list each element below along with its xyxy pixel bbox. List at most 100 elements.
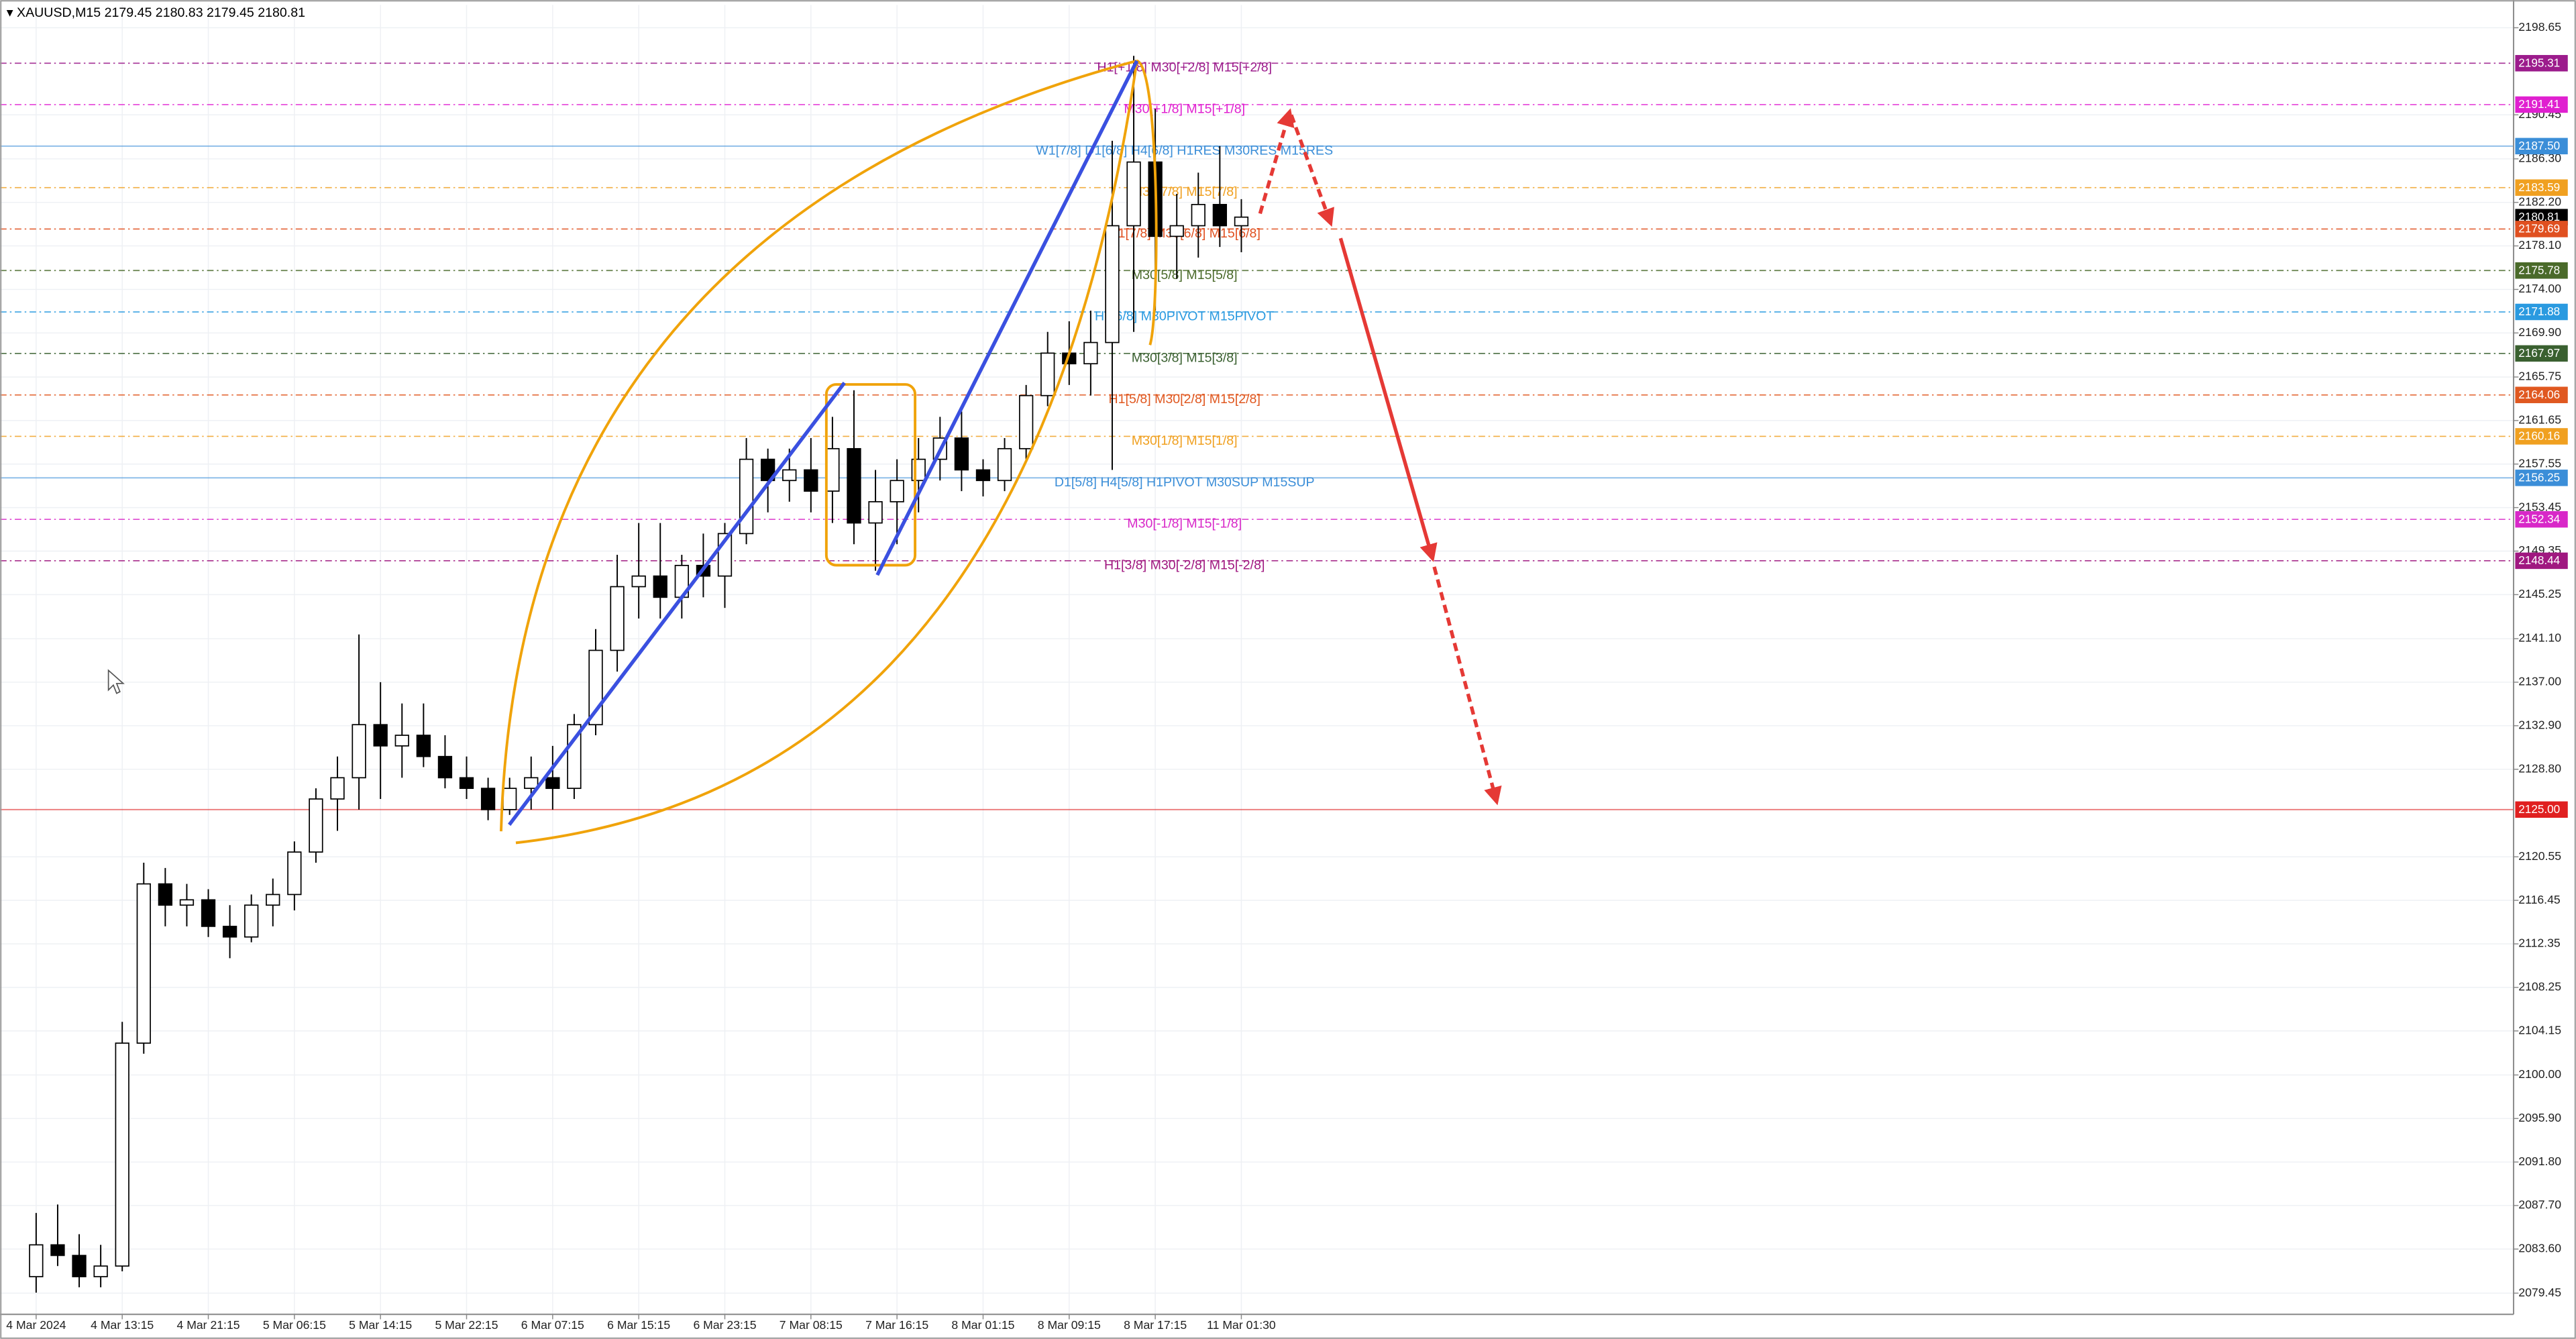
price-box-label: 2191.41 [2518, 97, 2560, 111]
candle-body [416, 735, 431, 757]
y-tick-label: 2174.00 [2518, 282, 2561, 295]
candle-body [739, 458, 754, 535]
price-box-label: 2175.78 [2518, 264, 2560, 277]
y-tick-label: 2095.90 [2518, 1111, 2561, 1124]
y-tick-label: 2128.80 [2518, 761, 2561, 775]
candle-body [1083, 341, 1098, 365]
level-text: W1[7/8] D1[6/8] H4[6/8] H1RES M30RES M15… [1036, 143, 1333, 158]
candle-body [373, 724, 388, 747]
candle-body [1040, 352, 1055, 396]
x-tick-label: 8 Mar 01:15 [951, 1318, 1014, 1332]
candle-body [201, 899, 216, 927]
forecast-arrow [1258, 108, 1295, 215]
range-box [824, 383, 917, 567]
arc-right [1136, 59, 1158, 345]
price-box-label: 2183.59 [2518, 180, 2560, 194]
y-tick-label: 2186.30 [2518, 151, 2561, 164]
x-tick-label: 4 Mar 21:15 [177, 1318, 240, 1332]
x-tick-label: 8 Mar 09:15 [1038, 1318, 1101, 1332]
x-tick-label: 6 Mar 15:15 [607, 1318, 670, 1332]
y-tick-label: 2083.60 [2518, 1242, 2561, 1255]
level-text: H1[6/8] M30PIVOT M15PIVOT [1095, 309, 1274, 324]
y-tick-label: 2104.15 [2518, 1023, 2561, 1036]
trend-line [875, 60, 1139, 576]
candle-body [158, 883, 173, 906]
forecast-arrow [1289, 114, 1334, 227]
candle-body [653, 575, 667, 598]
candle-body [847, 447, 861, 524]
price-box-label: 2167.97 [2518, 346, 2560, 360]
x-tick-label: 4 Mar 13:15 [91, 1318, 154, 1332]
candle-body [1169, 225, 1184, 237]
y-tick-label: 2198.65 [2518, 20, 2561, 34]
drawings [499, 59, 1502, 845]
price-box [2515, 345, 2568, 362]
y-tick-label: 2169.90 [2518, 325, 2561, 339]
level-text: M30[5/8] M15[5/8] [1132, 268, 1238, 282]
axis-labels: 2198.652190.452186.302182.202178.102174.… [6, 20, 2568, 1332]
price-box [2515, 552, 2568, 570]
candle-body [266, 894, 280, 906]
price-box [2515, 96, 2568, 113]
trend-line [508, 382, 846, 826]
y-tick-label: 2137.00 [2518, 675, 2561, 688]
price-box [2515, 303, 2568, 321]
candle-body [954, 437, 969, 471]
candle-body [868, 501, 883, 524]
level-text: H1[7/8] M30[6/8] M15[6/8] [1109, 226, 1260, 241]
candle-body [997, 447, 1012, 482]
y-tick-label: 2091.80 [2518, 1155, 2561, 1168]
price-box-label: 2195.31 [2518, 56, 2560, 69]
candle-body [975, 469, 991, 482]
forecast-arrow [1432, 566, 1502, 806]
candle-body [502, 788, 517, 810]
price-box-label: 2171.88 [2518, 305, 2560, 318]
forecast-arrow [1338, 237, 1438, 562]
y-tick-label: 2145.25 [2518, 587, 2561, 600]
candle-body [437, 755, 453, 779]
y-tick-label: 2157.55 [2518, 456, 2561, 470]
candle-body [244, 904, 259, 938]
candle-body [760, 458, 775, 482]
x-tick-label: 5 Mar 14:15 [349, 1318, 412, 1332]
candle-body [29, 1244, 44, 1277]
candle-body [804, 469, 818, 492]
price-box [2515, 262, 2568, 279]
level-text: D1[5/8] H4[5/8] H1PIVOT M30SUP M15SUP [1055, 475, 1315, 490]
price-box [2515, 470, 2568, 486]
y-tick-label: 2100.00 [2518, 1067, 2561, 1081]
candle-body [179, 899, 195, 906]
x-tick-label: 7 Mar 16:15 [865, 1318, 928, 1332]
price-box-label: 2125.00 [2518, 802, 2560, 816]
candle-body [1212, 203, 1228, 227]
price-box [2515, 179, 2568, 196]
x-tick-label: 6 Mar 07:15 [521, 1318, 584, 1332]
level-text: M30[1/8] M15[1/8] [1132, 433, 1238, 448]
candle-body [1191, 203, 1205, 227]
y-tick-label: 2112.35 [2518, 936, 2561, 950]
candle-body [524, 777, 539, 790]
candle-body [309, 798, 323, 853]
x-tick-label: 5 Mar 22:15 [435, 1318, 498, 1332]
candle-body [1018, 394, 1034, 449]
x-tick-label: 11 Mar 01:30 [1207, 1318, 1276, 1332]
level-text: H1[+1/8] M30[+2/8] M15[+2/8] [1097, 60, 1272, 75]
price-box-label: 2148.44 [2518, 553, 2560, 567]
levels: H1[+1/8] M30[+2/8] M15[+2/8] M30[+1/8] M1… [0, 60, 2514, 810]
x-tick-label: 8 Mar 17:15 [1124, 1318, 1187, 1332]
y-tick-label: 2141.10 [2518, 631, 2561, 645]
price-box-label: 2187.50 [2518, 139, 2560, 152]
y-tick-label: 2087.70 [2518, 1198, 2561, 1212]
price-box-label: 2164.06 [2518, 388, 2560, 401]
candle-body [610, 586, 625, 651]
candle-body [631, 575, 646, 588]
arc-lower [515, 60, 1138, 845]
candle-body [222, 926, 237, 938]
price-box [2515, 138, 2568, 155]
x-tick-label: 5 Mar 06:15 [263, 1318, 326, 1332]
level-text: M30[-1/8] M15[-1/8] [1127, 517, 1242, 531]
